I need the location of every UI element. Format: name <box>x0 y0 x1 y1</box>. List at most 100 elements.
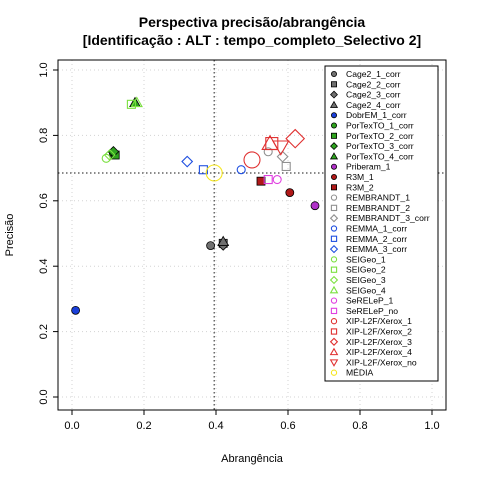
legend-entry: Priberam_1 <box>346 162 391 172</box>
legend-marker <box>330 328 338 335</box>
legend-entry: Cage2_2_corr <box>346 79 401 89</box>
legend-entry: SEIGeo_2 <box>346 265 386 275</box>
legend-entry: R3M_1 <box>346 172 374 182</box>
data-point <box>276 150 289 163</box>
legend-marker <box>330 369 338 376</box>
legend-marker <box>330 235 338 242</box>
chart-subtitle: [Identificação : ALT : tempo_completo_Se… <box>83 32 421 48</box>
x-tick-label: 1.0 <box>424 420 439 432</box>
legend-marker <box>330 132 337 139</box>
legend-marker <box>330 142 338 151</box>
y-tick-label: 0.4 <box>38 259 50 274</box>
legend-entry: SEIGeo_1 <box>346 254 386 264</box>
legend-marker <box>329 152 339 160</box>
legend-marker <box>329 275 339 285</box>
legend-marker <box>329 244 339 254</box>
legend-marker <box>330 297 338 304</box>
legend-entry: REMBRANDT_1 <box>346 193 410 203</box>
legend-marker <box>330 318 338 325</box>
data-point <box>310 201 320 211</box>
data-point <box>256 176 266 186</box>
legend-marker <box>330 71 337 78</box>
legend-entry: XIP-L2F/Xerox_2 <box>346 327 412 337</box>
legend-marker <box>330 184 337 191</box>
legend-entry: REMMA_3_corr <box>346 244 407 254</box>
legend-entry: Cage2_3_corr <box>346 90 401 100</box>
legend-entry: XIP-L2F/Xerox_3 <box>346 337 412 347</box>
y-axis-label: Precisão <box>4 214 16 257</box>
data-point <box>243 151 261 169</box>
chart-title: Perspectiva precisão/abrangência <box>139 14 366 30</box>
legend-entry: REMMA_1_corr <box>346 224 407 234</box>
legend-entry: Cage2_4_corr <box>346 100 401 110</box>
data-point <box>236 165 246 175</box>
legend-entry: SEIGeo_4 <box>346 285 386 295</box>
data-point <box>103 149 116 161</box>
data-points <box>71 96 320 315</box>
legend-entry: SEIGeo_3 <box>346 275 386 285</box>
legend-entry: XIP-L2F/Xerox_no <box>346 357 417 367</box>
legend-marker <box>329 100 339 108</box>
data-point <box>281 161 291 172</box>
legend-marker <box>330 122 337 129</box>
legend-marker <box>330 81 337 88</box>
data-point <box>272 140 290 156</box>
legend-marker <box>329 285 339 294</box>
legend-entry: PorTexTO_2_corr <box>346 131 414 141</box>
legend-entry: PorTexTO_1_corr <box>346 121 414 131</box>
data-point <box>130 96 143 108</box>
x-axis-label: Abrangência <box>221 453 284 465</box>
data-point <box>205 164 223 182</box>
legend-entry: R3M_2 <box>346 182 374 192</box>
legend-entry: PorTexTO_4_corr <box>346 151 414 161</box>
data-point <box>285 128 306 149</box>
legend-box <box>324 65 439 382</box>
legend-marker <box>330 266 338 273</box>
legend-marker <box>330 194 338 201</box>
legend-marker <box>330 256 338 263</box>
legend: Cage2_1_corrCage2_2_corrCage2_3_corrCage… <box>324 65 439 382</box>
legend-marker <box>330 307 338 315</box>
legend-entry: MÉDIA <box>346 368 373 378</box>
legend-marker <box>330 173 337 180</box>
y-tick-label: 0.0 <box>38 389 50 404</box>
data-point <box>263 174 273 185</box>
legend-marker <box>329 337 339 346</box>
data-point <box>206 241 216 250</box>
y-tick-label: 0.2 <box>38 324 50 339</box>
legend-entry: REMBRANDT_2 <box>346 203 410 213</box>
x-tick-label: 0.2 <box>136 420 151 432</box>
x-tick-label: 0.6 <box>280 420 295 432</box>
data-point <box>217 235 230 246</box>
legend-entry: XIP-L2F/Xerox_4 <box>346 347 412 357</box>
grid <box>58 60 446 410</box>
data-point <box>285 188 295 198</box>
legend-entry: SeRELeP_no <box>346 306 398 316</box>
x-tick-label: 0.8 <box>352 420 367 432</box>
legend-entry: Cage2_1_corr <box>346 69 401 79</box>
data-point <box>272 174 282 185</box>
legend-entry: REMMA_2_corr <box>346 234 407 244</box>
x-tick-label: 0.0 <box>64 420 79 432</box>
y-tick-label: 0.8 <box>38 128 50 143</box>
legend-marker <box>330 112 337 119</box>
data-point <box>71 305 80 315</box>
y-tick-label: 0.6 <box>38 193 50 208</box>
legend-entry: REMBRANDT_3_corr <box>346 213 430 223</box>
legend-marker <box>329 347 339 356</box>
reference-lines <box>58 60 446 410</box>
data-point <box>126 99 136 109</box>
y-tick-label: 1.0 <box>38 62 50 77</box>
x-axis: 0.0 0.2 0.4 0.6 0.8 1.0 <box>64 410 440 432</box>
legend-entry: SeRELeP_1 <box>346 296 394 306</box>
x-tick-label: 0.4 <box>208 420 223 432</box>
data-point <box>101 153 111 163</box>
legend-marker <box>329 214 339 223</box>
y-axis: 0.0 0.2 0.4 0.6 0.8 1.0 <box>38 62 58 405</box>
legend-entry: PorTexTO_3_corr <box>346 141 414 151</box>
data-point <box>263 147 273 157</box>
legend-marker <box>330 204 338 212</box>
data-point <box>181 155 194 168</box>
legend-marker <box>330 163 337 170</box>
